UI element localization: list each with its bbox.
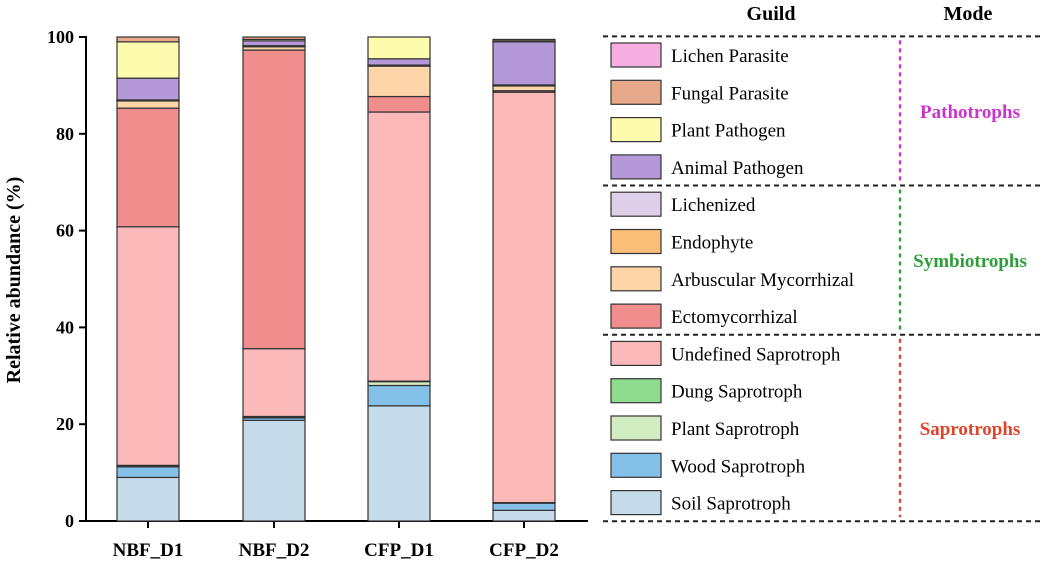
bar-stack-CFP_D1	[367, 36, 431, 522]
bar-segment	[492, 85, 556, 92]
legend-item: Endophyte	[610, 228, 753, 255]
bar-segment	[492, 38, 556, 42]
legend-label: Lichen Parasite	[671, 46, 789, 67]
mode-header: Mode	[944, 3, 993, 25]
bar-segment	[116, 36, 180, 43]
bar-segment	[116, 476, 180, 522]
legend-swatch	[610, 191, 662, 217]
legend-item: Lichen Parasite	[610, 42, 789, 68]
legend-label: Wood Saprotroph	[671, 456, 806, 477]
y-axis-title: Relative abundance (%)	[3, 177, 25, 384]
legend-item: Dung Saprotroph	[610, 378, 803, 404]
legend-label: Soil Saprotroph	[671, 494, 791, 515]
legend-swatch	[610, 378, 662, 404]
bars-layer	[116, 36, 556, 522]
bar-segment	[116, 77, 180, 101]
y-tick-label: 0	[65, 511, 74, 531]
legend-item: Arbuscular Mycorrhizal	[610, 266, 854, 292]
bar-segment	[367, 95, 431, 113]
legend-swatch	[610, 266, 662, 292]
bar-segment	[367, 58, 431, 66]
legend-swatch	[610, 340, 662, 366]
bar-segment	[367, 405, 431, 522]
legend-label: Fungal Parasite	[671, 83, 789, 104]
legend-label: Dung Saprotroph	[671, 382, 803, 403]
bar-segment	[367, 111, 431, 382]
legend-item: Undefined Saprotroph	[610, 340, 841, 366]
bar-segment	[242, 419, 306, 522]
y-tick-label: 100	[47, 27, 74, 47]
bar-segment	[367, 384, 431, 407]
legend-swatch	[610, 415, 662, 441]
y-tick-label: 20	[56, 414, 74, 434]
bar-segment	[242, 40, 306, 47]
legend: Guild Mode Lichen Parasite Fungal Parasit…	[603, 3, 1042, 523]
x-tick-label: NBF_D1	[113, 540, 184, 561]
x-tick-label: NBF_D2	[239, 540, 310, 561]
bar-stack-CFP_D2	[492, 38, 556, 522]
legend-label: Lichenized	[671, 195, 756, 216]
legend-label: Arbuscular Mycorrhizal	[671, 270, 854, 291]
bar-segment	[367, 36, 431, 60]
y-tick-label: 60	[56, 221, 74, 241]
bar-segment	[492, 41, 556, 86]
axes: 0 20 40 60 80 100 NBF_D1 NBF_D2 CFP_D1 CFP_D2	[47, 27, 588, 561]
bar-segment	[242, 348, 306, 418]
legend-swatch	[610, 303, 662, 329]
bar-segment	[116, 466, 180, 479]
legend-item: Lichenized	[610, 191, 756, 217]
bar-stack-NBF_D1	[116, 36, 180, 522]
y-tick-label: 80	[56, 124, 74, 144]
legend-swatch	[610, 154, 662, 180]
legend-label: Undefined Saprotroph	[671, 344, 841, 365]
legend-swatch	[610, 116, 662, 143]
legend-item: Wood Saprotroph	[610, 452, 806, 478]
bar-segment	[492, 502, 556, 511]
legend-swatch	[610, 42, 662, 68]
mode-label: Pathotrophs	[920, 102, 1020, 123]
mode-label: Saprotrophs	[920, 419, 1021, 440]
legend-swatch	[610, 228, 662, 255]
mode-label: Symbiotrophs	[913, 251, 1027, 272]
bar-segment	[492, 509, 556, 522]
legend-label: Animal Pathogen	[671, 158, 804, 179]
legend-item: Soil Saprotroph	[610, 490, 791, 516]
y-tick-label: 40	[56, 317, 74, 337]
legend-item: Fungal Parasite	[610, 79, 789, 105]
legend-item: Animal Pathogen	[610, 154, 804, 180]
legend-label: Ectomycorrhizal	[671, 307, 798, 328]
x-tick-label: CFP_D1	[364, 540, 434, 561]
legend-item: Plant Saprotroph	[610, 415, 800, 441]
legend-item: Ectomycorrhizal	[610, 303, 798, 329]
bar-segment	[492, 91, 556, 504]
x-tick-label: CFP_D2	[489, 540, 559, 561]
bar-segment	[367, 65, 431, 98]
legend-label: Plant Pathogen	[671, 121, 786, 142]
bar-segment	[116, 107, 180, 228]
bar-segment	[116, 100, 180, 109]
legend-item: Plant Pathogen	[610, 116, 786, 143]
legend-swatch	[610, 452, 662, 478]
legend-swatch	[610, 490, 662, 516]
bar-stack-NBF_D2	[242, 36, 306, 522]
bar-segment	[242, 49, 306, 350]
legend-header: Guild	[747, 3, 796, 25]
bar-segment	[242, 36, 306, 41]
bar-segment	[116, 41, 180, 79]
legend-label: Plant Saprotroph	[671, 419, 800, 440]
bar-segment	[116, 226, 180, 466]
legend-swatch	[610, 79, 662, 105]
legend-label: Endophyte	[671, 233, 753, 254]
